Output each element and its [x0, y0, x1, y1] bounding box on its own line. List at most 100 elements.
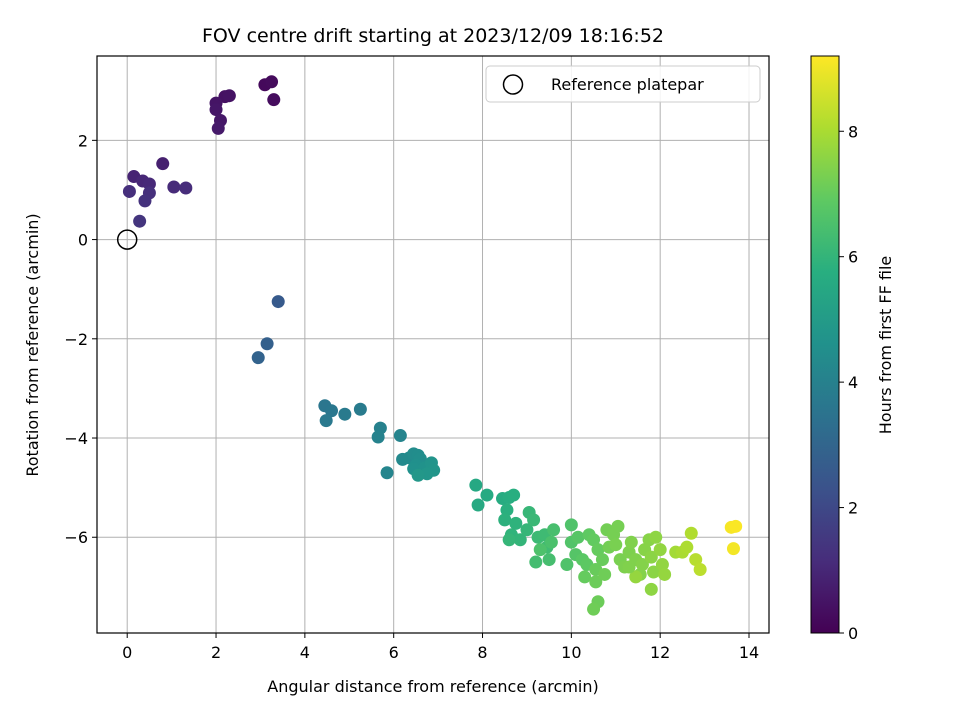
data-point [507, 488, 521, 502]
data-point [655, 558, 669, 572]
y-tick-label: 0 [78, 231, 88, 250]
data-point [595, 553, 609, 567]
data-point [684, 526, 698, 540]
data-point [513, 533, 527, 547]
data-point [529, 555, 543, 569]
data-point [371, 430, 385, 444]
y-axis-label: Rotation from reference (arcmin) [23, 213, 42, 476]
data-point [689, 553, 703, 567]
reference-marker [116, 229, 138, 250]
data-point [547, 523, 561, 537]
data-point [251, 351, 265, 365]
data-point [571, 530, 585, 544]
data-point [138, 194, 152, 208]
data-point [480, 488, 494, 502]
reference-platepar-point [116, 229, 138, 250]
x-tick-label: 14 [739, 643, 759, 662]
data-point [726, 542, 740, 556]
plot-frame [96, 55, 770, 634]
colorbar-tick-label: 8 [848, 122, 858, 141]
y-tick-label: −4 [64, 429, 88, 448]
legend: Reference platepar [485, 65, 761, 103]
data-point [411, 468, 425, 482]
data-point [564, 518, 578, 532]
x-tick-label: 0 [122, 643, 132, 662]
data-point [380, 466, 394, 480]
colorbar-tick-label: 6 [848, 248, 858, 267]
data-point [644, 550, 658, 564]
data-point [509, 516, 523, 530]
legend-marker-open-circle [502, 74, 524, 95]
data-point [353, 402, 367, 416]
data-point [587, 533, 601, 547]
data-point [156, 157, 170, 171]
grid [97, 56, 769, 633]
data-point [680, 540, 694, 554]
y-tick-label: −2 [64, 330, 88, 349]
data-point [729, 519, 743, 533]
scatter-points [122, 75, 743, 616]
x-tick-label: 8 [477, 643, 487, 662]
data-point [624, 535, 638, 549]
data-point [500, 503, 514, 517]
data-point [502, 533, 516, 547]
x-tick-label: 12 [650, 643, 670, 662]
data-point [319, 414, 333, 428]
data-point [222, 89, 236, 103]
data-point [527, 513, 541, 527]
data-point [542, 553, 556, 567]
data-point [635, 558, 649, 572]
data-point [598, 567, 612, 581]
data-point [211, 121, 225, 135]
data-point [325, 404, 339, 418]
data-point [533, 543, 547, 557]
data-point [560, 558, 574, 572]
data-point [133, 214, 147, 228]
data-point [167, 180, 181, 194]
data-point [179, 181, 193, 195]
data-point [647, 565, 661, 579]
data-point [142, 177, 156, 191]
data-point [644, 582, 658, 596]
data-point [629, 570, 643, 584]
data-point [611, 519, 625, 533]
data-point [658, 567, 672, 581]
data-point [267, 93, 281, 107]
data-point [338, 407, 352, 421]
x-tick-label: 6 [389, 643, 399, 662]
data-point [122, 184, 136, 198]
chart-title: FOV centre drift starting at 2023/12/09 … [202, 25, 664, 47]
data-point [544, 535, 558, 549]
data-point [622, 560, 636, 574]
y-tick-label: −6 [64, 528, 88, 547]
colorbar-gradient [810, 55, 840, 634]
data-point [498, 513, 512, 527]
legend-label-reference: Reference platepar [551, 75, 704, 94]
data-point [271, 295, 285, 309]
y-axis-ticks: 2 0 −2 −4 −6 [64, 131, 97, 547]
colorbar-tick-label: 4 [848, 373, 858, 392]
x-tick-label: 4 [300, 643, 310, 662]
data-point [587, 602, 601, 616]
colorbar: 0 2 4 6 8 Hours from first FF file [810, 55, 895, 643]
data-point [649, 530, 663, 544]
data-point [260, 337, 274, 351]
y-tick-label: 2 [78, 131, 88, 150]
legend-box [485, 65, 761, 103]
x-axis-ticks: 0 2 4 6 8 10 12 14 [122, 633, 759, 662]
data-point [520, 523, 534, 537]
colorbar-ticks: 0 2 4 6 8 [839, 122, 858, 643]
data-point [609, 538, 623, 552]
data-point [653, 543, 667, 557]
colorbar-label: Hours from first FF file [876, 256, 895, 435]
data-point [209, 103, 223, 117]
data-point [578, 570, 592, 584]
colorbar-tick-label: 2 [848, 499, 858, 518]
x-tick-label: 2 [211, 643, 221, 662]
data-point [591, 543, 605, 557]
data-point [265, 75, 279, 89]
x-axis-label: Angular distance from reference (arcmin) [267, 677, 598, 696]
data-point [469, 478, 483, 492]
colorbar-tick-label: 0 [848, 624, 858, 643]
